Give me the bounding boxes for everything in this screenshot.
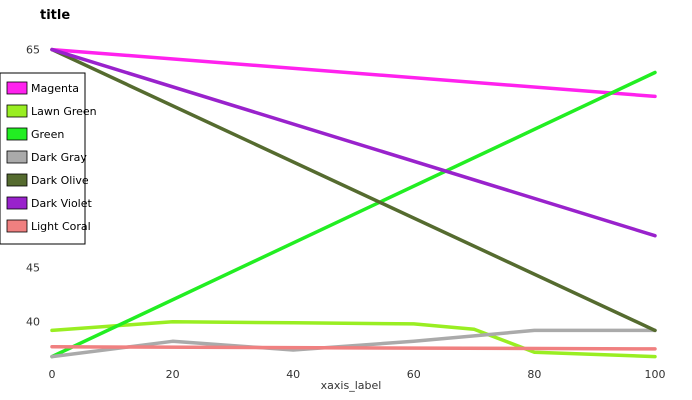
x-tick-label: 100 bbox=[645, 368, 666, 381]
series-line-lawn-green bbox=[50, 319, 657, 359]
x-tick-label: 0 bbox=[49, 368, 56, 381]
series-line-dark-violet bbox=[50, 47, 657, 238]
legend-swatch-magenta bbox=[6, 81, 28, 95]
series-layer bbox=[50, 47, 657, 359]
chart-title: title bbox=[40, 8, 70, 23]
legend-label-magenta: Magenta bbox=[31, 82, 79, 95]
legend-swatch-dark-violet bbox=[6, 196, 28, 210]
legend-label-lawn-green: Lawn Green bbox=[31, 105, 97, 118]
x-tick-label: 80 bbox=[527, 368, 541, 381]
legend-label-dark-violet: Dark Violet bbox=[31, 197, 92, 210]
series-line-light-coral bbox=[50, 345, 657, 351]
legend-label-green: Green bbox=[31, 128, 64, 141]
legend-label-dark-olive: Dark Olive bbox=[31, 174, 89, 187]
legend-label-light-coral: Light Coral bbox=[31, 220, 91, 233]
legend: Magenta Lawn Green Green Dark Gray Dark Oliv… bbox=[0, 72, 97, 245]
series-line-magenta bbox=[50, 47, 657, 99]
series-line-dark-gray bbox=[50, 328, 657, 359]
legend-swatch-lawn-green bbox=[6, 104, 28, 118]
legend-swatch-light-coral bbox=[6, 219, 28, 233]
legend-swatch-green bbox=[6, 127, 28, 141]
x-axis-title: xaxis_label bbox=[321, 379, 382, 392]
y-tick-label: 45 bbox=[26, 261, 40, 274]
y-tick-label: 40 bbox=[26, 316, 40, 329]
legend-swatch-dark-gray bbox=[6, 150, 28, 164]
x-axis-ticks: 0 20 40 60 80 100 bbox=[49, 368, 666, 381]
legend-swatch-dark-olive bbox=[6, 173, 28, 187]
x-tick-label: 60 bbox=[407, 368, 421, 381]
x-tick-label: 20 bbox=[166, 368, 180, 381]
series-line-green bbox=[50, 70, 657, 359]
legend-label-dark-gray: Dark Gray bbox=[31, 151, 87, 164]
y-tick-label: 65 bbox=[26, 44, 40, 57]
series-line-dark-olive bbox=[50, 47, 657, 333]
x-tick-label: 40 bbox=[286, 368, 300, 381]
